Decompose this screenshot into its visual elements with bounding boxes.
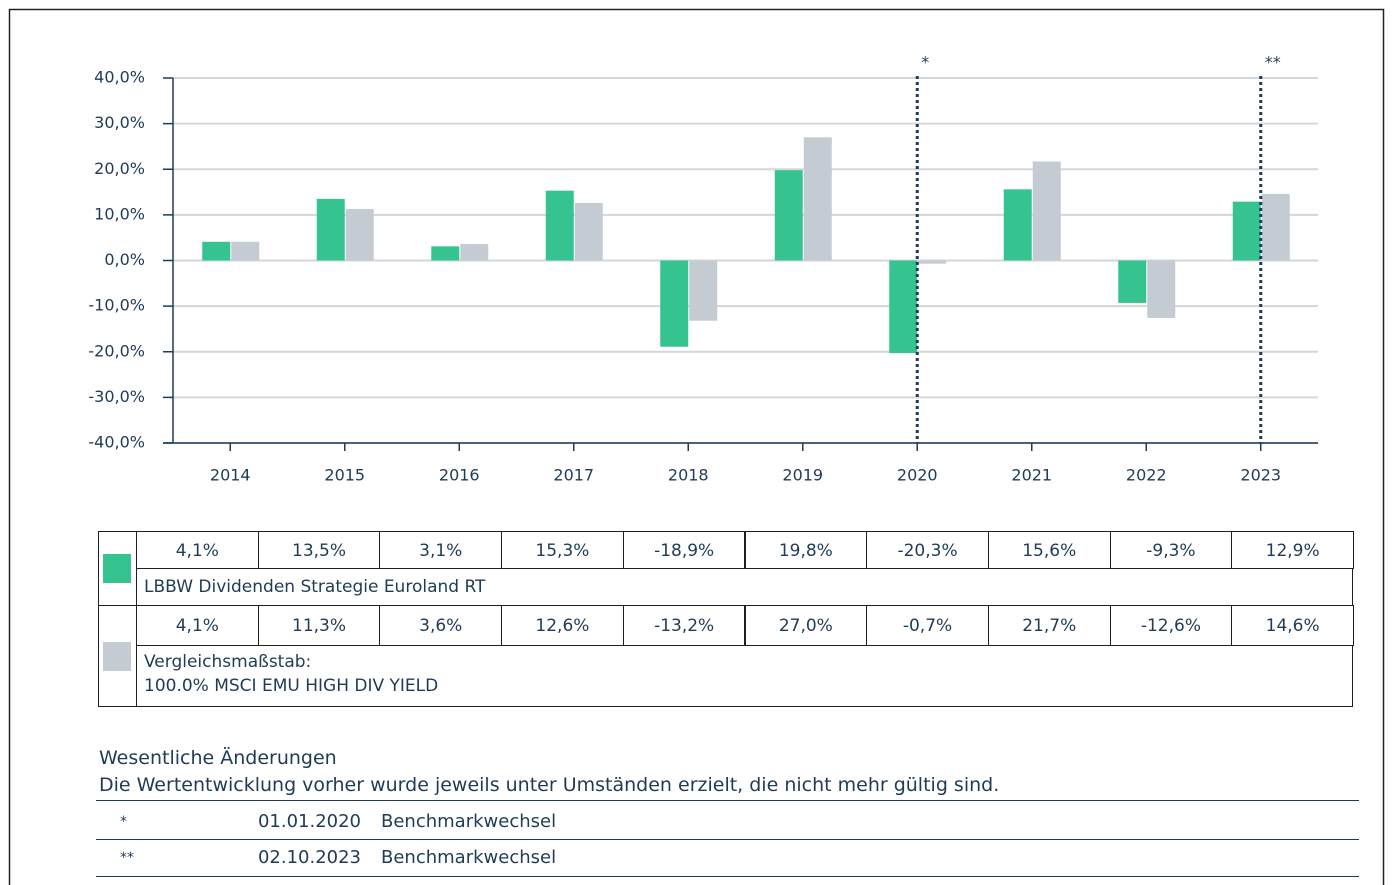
bar [918, 260, 947, 264]
value-cell: -12,6% [1109, 605, 1233, 646]
x-tick-label: 2018 [668, 466, 709, 485]
value-cell: -9,3% [1109, 531, 1233, 569]
series-name: Vergleichsmaßstab: 100.0% MSCI EMU HIGH … [136, 645, 1353, 707]
x-tick-label: 2023 [1240, 466, 1281, 485]
x-tick-label: 2019 [782, 466, 823, 485]
frame [8, 8, 1385, 885]
y-tick-label: 40,0% [94, 68, 145, 87]
bar [1232, 201, 1261, 261]
value-cell: 21,7% [987, 605, 1111, 646]
bar [316, 198, 345, 261]
value-cell: -18,9% [622, 531, 746, 569]
bar [774, 170, 803, 261]
rule [96, 800, 1359, 801]
annotation-label: * [921, 53, 929, 72]
bar [345, 208, 374, 261]
x-tick-label: 2014 [210, 466, 251, 485]
rule [96, 876, 1359, 877]
x-tick-label: 2017 [553, 466, 594, 485]
bar [1032, 161, 1061, 261]
value-cell: 15,3% [501, 531, 624, 569]
y-tick-label: -40,0% [88, 433, 145, 452]
value-cell: -13,2% [622, 605, 746, 646]
bar [689, 260, 718, 321]
x-tick-label: 2021 [1011, 466, 1052, 485]
bar [803, 137, 832, 261]
note-mark: ** [120, 850, 134, 866]
value-cell: -0,7% [866, 605, 989, 646]
value-cell: 3,6% [379, 605, 503, 646]
bar [1261, 193, 1290, 261]
bar [545, 190, 574, 261]
value-cell: 15,6% [987, 531, 1111, 569]
y-tick-label: -30,0% [88, 387, 145, 406]
value-cell: 12,6% [501, 605, 624, 646]
rule [96, 839, 1359, 840]
notes-subtitle: Die Wertentwicklung vorher wurde jeweils… [99, 774, 1000, 796]
value-cell: 3,1% [379, 531, 503, 569]
series-name: LBBW Dividenden Strategie Euroland RT [136, 568, 1353, 606]
value-cell: 19,8% [744, 531, 868, 569]
value-cell: 4,1% [136, 531, 259, 569]
x-tick-label: 2020 [897, 466, 938, 485]
y-tick-label: 30,0% [94, 113, 145, 132]
annotation-label: ** [1265, 53, 1281, 72]
bar [460, 244, 489, 261]
bar [1118, 260, 1147, 303]
note-text: Benchmarkwechsel [381, 811, 557, 832]
y-tick-label: -10,0% [88, 296, 145, 315]
legend-swatch [103, 554, 131, 583]
bar [231, 241, 260, 261]
value-cell: 13,5% [257, 531, 381, 569]
value-cell: 12,9% [1231, 531, 1354, 569]
note-date: 02.10.2023 [257, 847, 361, 868]
note-date: 01.01.2020 [257, 811, 361, 832]
bar [431, 246, 460, 261]
note-mark: * [120, 814, 127, 830]
bar [574, 203, 603, 261]
y-tick-label: 0,0% [104, 250, 145, 269]
bar [202, 241, 231, 261]
value-cell: -20,3% [866, 531, 989, 569]
x-tick-label: 2016 [439, 466, 480, 485]
value-cell: 4,1% [136, 605, 259, 646]
y-tick-label: 10,0% [94, 204, 145, 223]
y-tick-label: 20,0% [94, 159, 145, 178]
value-cell: 14,6% [1231, 605, 1354, 646]
x-tick-label: 2022 [1126, 466, 1167, 485]
bar [889, 260, 918, 354]
x-tick-label: 2015 [324, 466, 365, 485]
legend-swatch [103, 642, 131, 671]
value-cell: 27,0% [744, 605, 868, 646]
note-text: Benchmarkwechsel [381, 847, 557, 868]
notes-title: Wesentliche Änderungen [99, 747, 337, 769]
value-cell: 11,3% [257, 605, 381, 646]
y-tick-label: -20,0% [88, 341, 145, 360]
bar [660, 260, 689, 347]
bar [1147, 260, 1176, 318]
bar [1003, 189, 1032, 261]
